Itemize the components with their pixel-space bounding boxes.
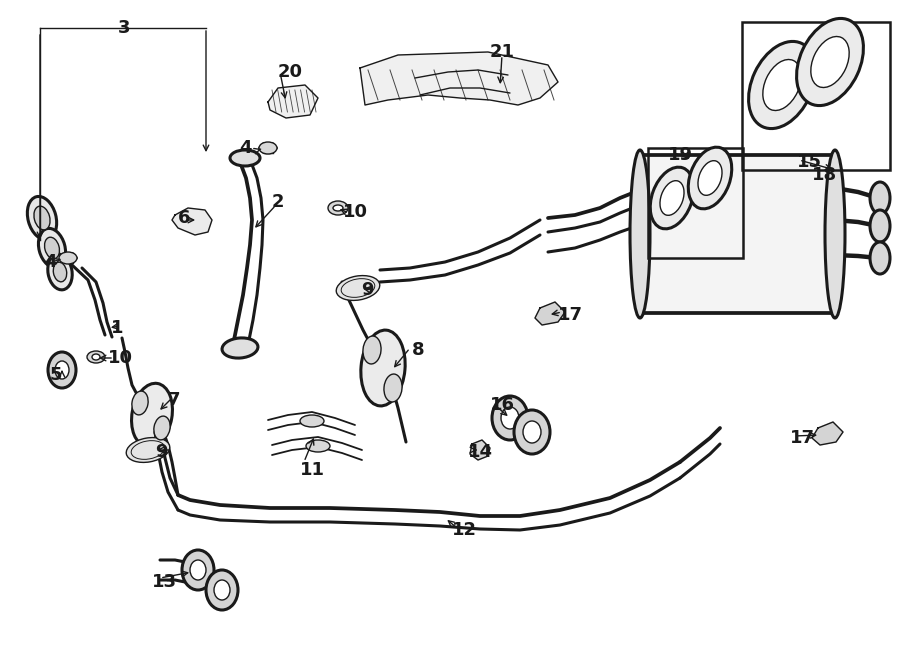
Text: 18: 18 — [812, 166, 837, 184]
Ellipse shape — [230, 150, 260, 166]
Ellipse shape — [27, 196, 57, 239]
Ellipse shape — [182, 550, 214, 590]
Ellipse shape — [361, 330, 405, 406]
Ellipse shape — [514, 410, 550, 454]
Ellipse shape — [306, 440, 330, 452]
Text: 20: 20 — [278, 63, 303, 81]
Ellipse shape — [688, 147, 732, 209]
Text: 9: 9 — [362, 281, 374, 299]
Ellipse shape — [630, 150, 650, 318]
Text: 10: 10 — [108, 349, 133, 367]
Ellipse shape — [763, 59, 801, 110]
Ellipse shape — [870, 242, 890, 274]
Ellipse shape — [870, 182, 890, 214]
Ellipse shape — [53, 262, 67, 282]
Ellipse shape — [87, 351, 105, 363]
Polygon shape — [470, 440, 490, 460]
Polygon shape — [360, 52, 558, 105]
Ellipse shape — [651, 167, 694, 229]
Text: 12: 12 — [452, 521, 477, 539]
Ellipse shape — [259, 142, 277, 154]
Ellipse shape — [126, 438, 170, 463]
Ellipse shape — [131, 383, 173, 447]
Text: 4: 4 — [44, 253, 57, 271]
Ellipse shape — [811, 36, 850, 87]
Ellipse shape — [501, 407, 519, 429]
Ellipse shape — [34, 206, 50, 230]
Ellipse shape — [39, 229, 66, 268]
Text: 4: 4 — [239, 139, 252, 157]
Text: 11: 11 — [300, 461, 325, 479]
Ellipse shape — [300, 415, 324, 427]
Text: 3: 3 — [118, 19, 130, 37]
Text: 1: 1 — [111, 319, 123, 337]
Ellipse shape — [55, 361, 69, 379]
Polygon shape — [268, 85, 318, 118]
Ellipse shape — [48, 254, 72, 290]
Text: 10: 10 — [343, 203, 368, 221]
Ellipse shape — [132, 391, 148, 415]
Text: 15: 15 — [797, 153, 822, 171]
Polygon shape — [812, 422, 843, 445]
Ellipse shape — [44, 237, 59, 259]
Ellipse shape — [363, 336, 381, 364]
Ellipse shape — [222, 338, 258, 358]
Text: 2: 2 — [272, 193, 284, 211]
Ellipse shape — [523, 421, 541, 443]
Text: 5: 5 — [50, 366, 62, 384]
Ellipse shape — [825, 150, 845, 318]
Polygon shape — [535, 302, 565, 325]
Ellipse shape — [214, 580, 230, 600]
Text: 6: 6 — [178, 209, 191, 227]
Polygon shape — [172, 208, 212, 235]
Text: 16: 16 — [490, 396, 515, 414]
Ellipse shape — [749, 42, 815, 129]
Ellipse shape — [48, 352, 76, 388]
Text: 17: 17 — [558, 306, 583, 324]
Ellipse shape — [660, 180, 684, 215]
Text: 13: 13 — [152, 573, 177, 591]
Text: 17: 17 — [790, 429, 815, 447]
Bar — [640, 155, 835, 313]
Text: 9: 9 — [156, 443, 168, 461]
Ellipse shape — [384, 374, 402, 402]
Bar — [742, 22, 890, 170]
Ellipse shape — [59, 252, 77, 264]
Ellipse shape — [190, 560, 206, 580]
Text: 8: 8 — [412, 341, 425, 359]
Ellipse shape — [796, 19, 863, 106]
Text: 14: 14 — [468, 443, 493, 461]
Ellipse shape — [870, 210, 890, 242]
Ellipse shape — [698, 161, 722, 196]
Text: 21: 21 — [490, 43, 515, 61]
Bar — [648, 148, 743, 258]
Ellipse shape — [492, 396, 528, 440]
Text: 19: 19 — [668, 146, 693, 164]
Text: 7: 7 — [168, 391, 181, 409]
Ellipse shape — [206, 570, 238, 610]
Ellipse shape — [337, 276, 380, 300]
Ellipse shape — [92, 354, 100, 360]
Ellipse shape — [328, 201, 348, 215]
Ellipse shape — [154, 416, 170, 440]
Ellipse shape — [333, 205, 343, 211]
